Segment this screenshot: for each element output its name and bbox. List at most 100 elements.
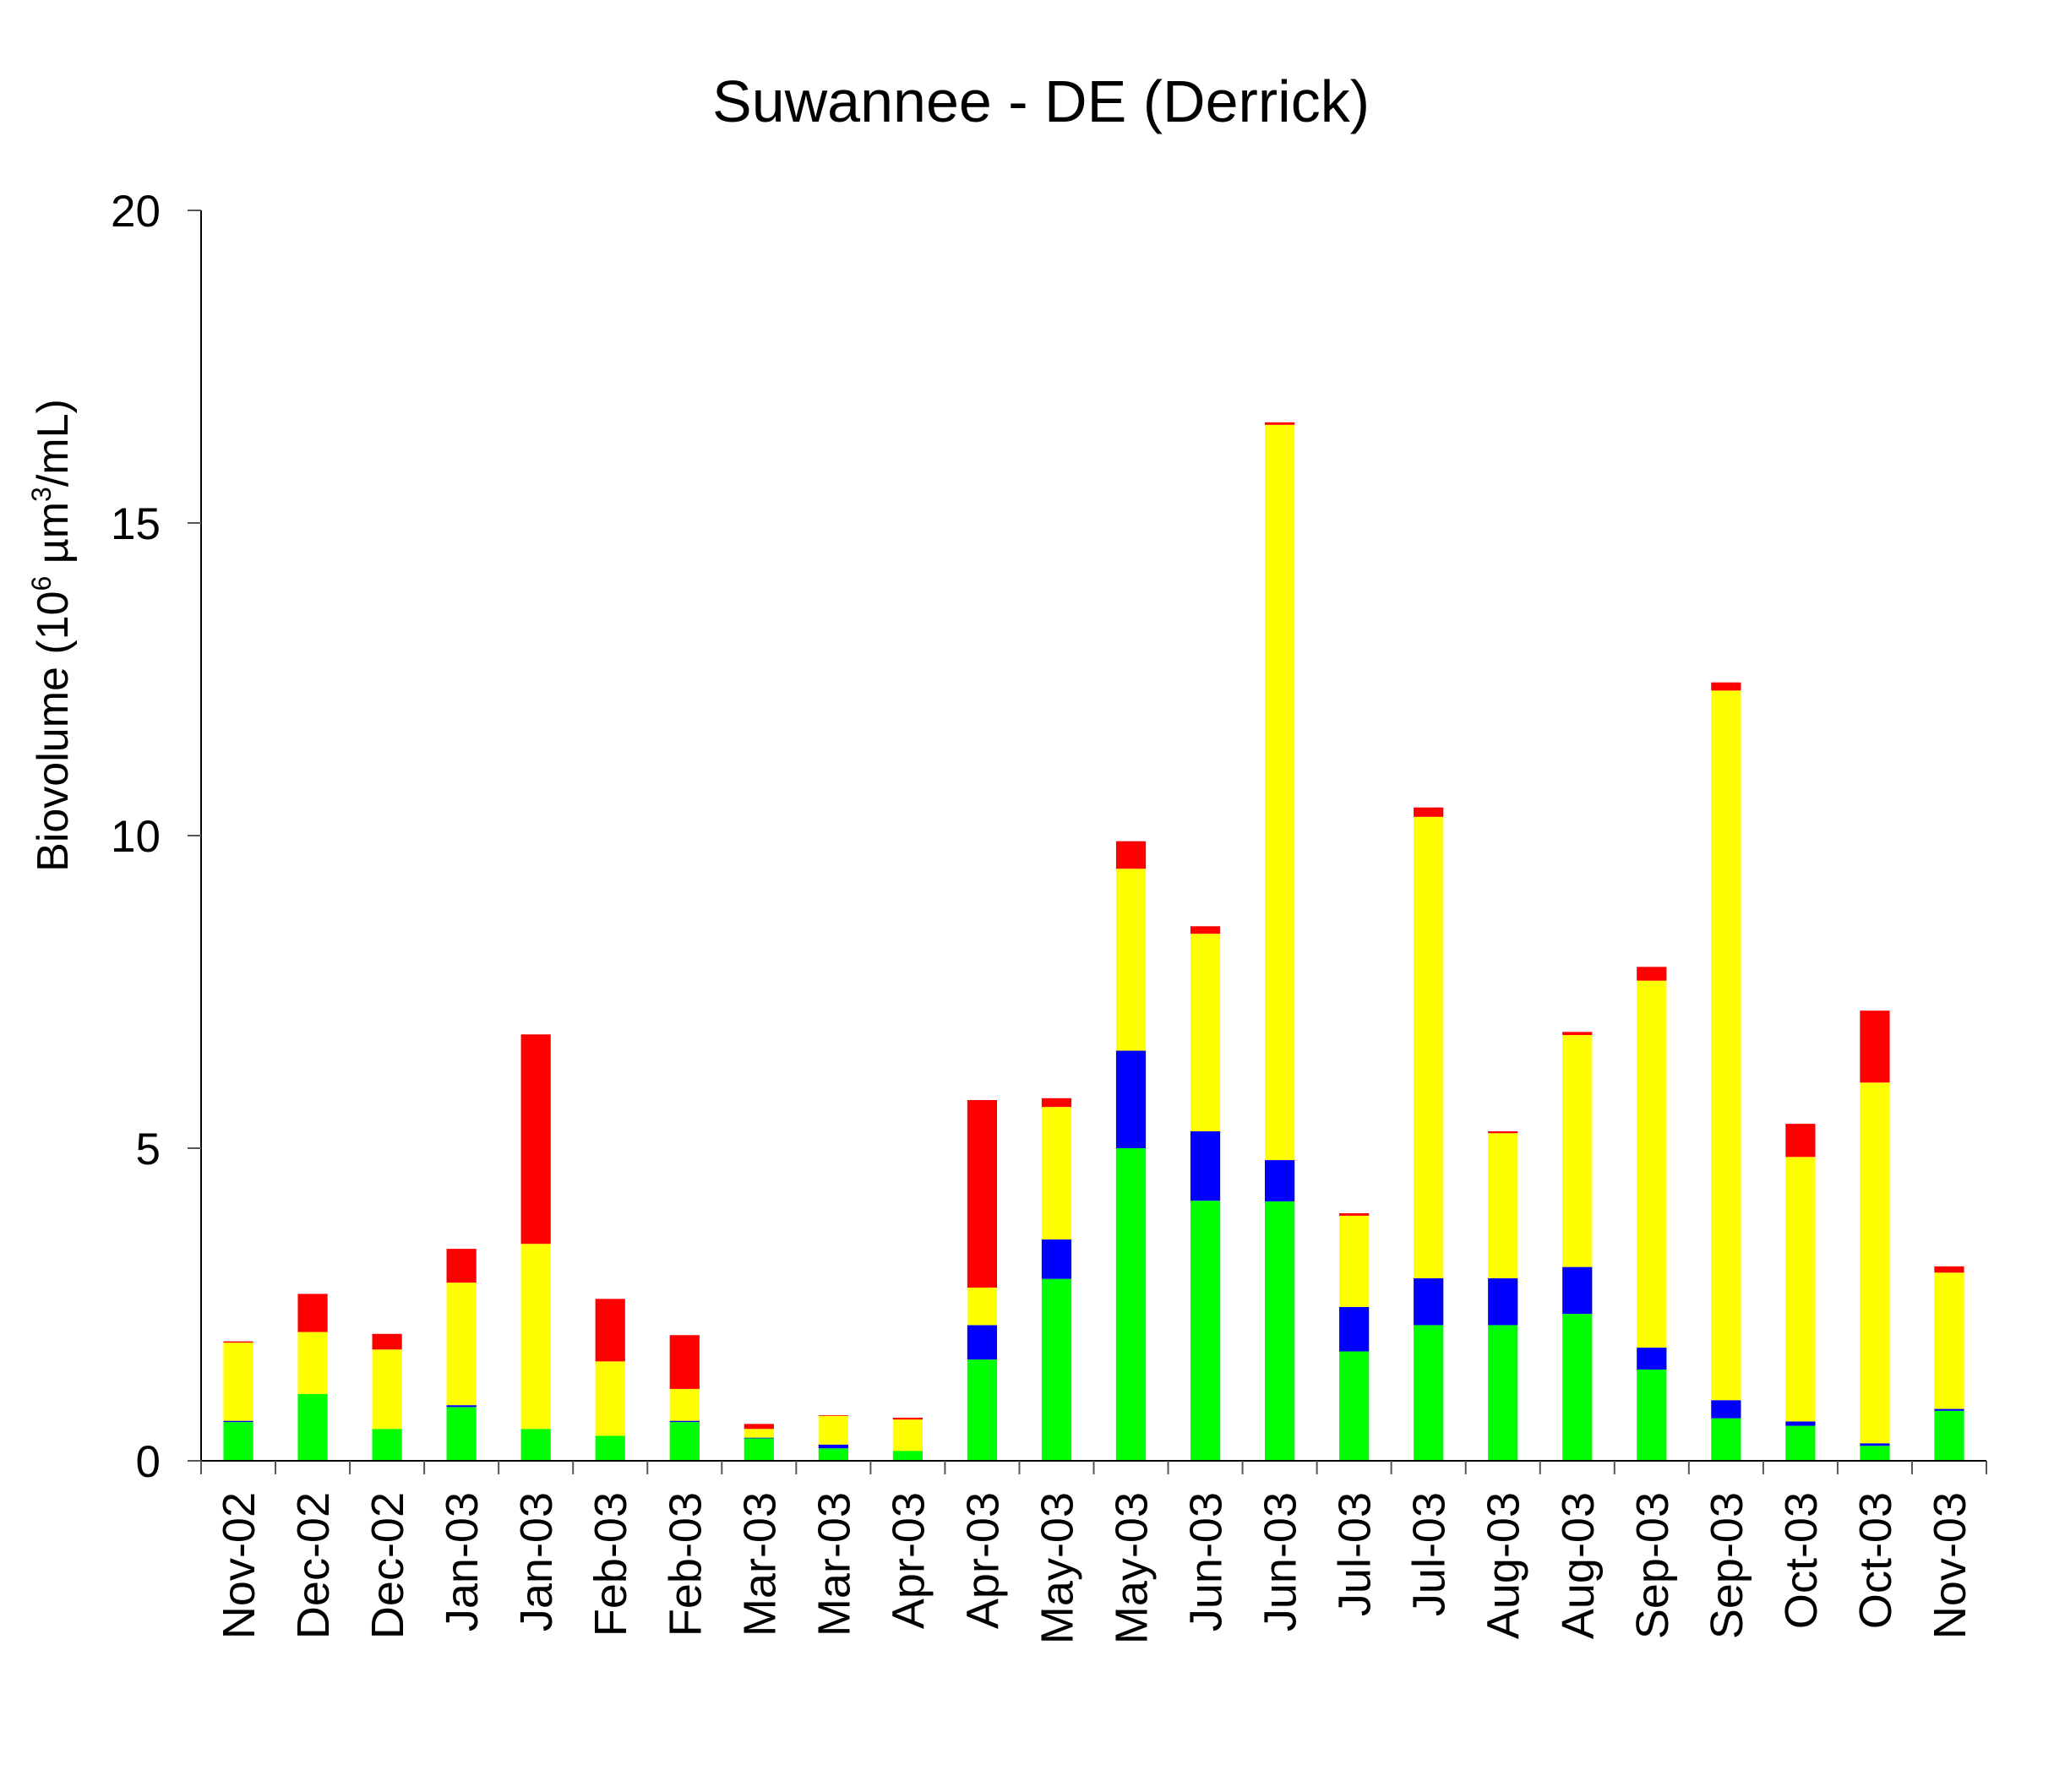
bar-segment-4-series-1: [446, 1407, 477, 1461]
x-tick-label: May-03: [1107, 1492, 1158, 1644]
x-tick-label: Apr-03: [957, 1492, 1008, 1629]
bar-segment-12-series-1: [1041, 1278, 1072, 1461]
bar-segment-17-series-2: [1414, 1277, 1444, 1326]
bar-segment-18-series-2: [1488, 1277, 1518, 1326]
bar-segment-24-series-1: [1934, 1410, 1964, 1461]
x-tick-label: Sep-03: [1702, 1492, 1752, 1639]
bar-segment-16-series-3: [1339, 1215, 1370, 1307]
x-tick-label: May-03: [1032, 1492, 1082, 1644]
x-tick-label: Apr-03: [883, 1492, 934, 1629]
bar-segment-21-series-2: [1711, 1400, 1741, 1419]
bar-segment-14-series-4: [1190, 926, 1221, 934]
bar-segment-9-series-3: [818, 1415, 848, 1445]
bar-segment-9-series-2: [818, 1444, 848, 1449]
bar-segment-20-series-4: [1637, 967, 1667, 981]
bar-segment-24-series-2: [1934, 1408, 1964, 1411]
bar-segment-19-series-3: [1562, 1035, 1593, 1267]
x-tick-label: Sep-03: [1627, 1492, 1678, 1639]
x-tick-label: Oct-03: [1850, 1492, 1901, 1629]
bar-segment-4-series-4: [446, 1249, 477, 1283]
bar-segment-21-series-3: [1711, 690, 1741, 1401]
bar-segment-2-series-4: [297, 1294, 328, 1332]
y-tick-label: 0: [136, 1437, 161, 1487]
bar-segment-5-series-4: [520, 1034, 551, 1245]
bar-segment-13-series-4: [1115, 841, 1147, 869]
x-tick-label: Aug-03: [1553, 1492, 1604, 1639]
x-tick-label: Mar-03: [734, 1492, 785, 1637]
bar-segment-9-series-4: [818, 1414, 848, 1416]
bar-segment-20-series-1: [1637, 1369, 1667, 1461]
bar-segment-3-series-4: [372, 1333, 402, 1350]
bar-segment-18-series-4: [1488, 1131, 1518, 1134]
chart-title: Suwannee - DE (Derrick): [712, 68, 1370, 134]
bar-segment-11-series-3: [967, 1288, 998, 1326]
bar-segment-19-series-2: [1562, 1266, 1593, 1315]
y-axis-label-part1: Biovolume (10: [29, 591, 78, 871]
bar-segment-23-series-3: [1860, 1082, 1890, 1444]
x-tick-label: Jan-03: [511, 1492, 562, 1631]
bar-segment-9-series-1: [818, 1448, 848, 1461]
x-tick-label: Aug-03: [1479, 1492, 1529, 1639]
bar-segment-15-series-3: [1265, 424, 1295, 1161]
bar-segment-16-series-4: [1339, 1212, 1370, 1216]
x-tick-label: Mar-03: [809, 1492, 859, 1637]
y-axis-label: Biovolume (106 µm3/mL): [26, 399, 78, 872]
bar-segment-16-series-1: [1339, 1351, 1370, 1461]
bar-segment-19-series-4: [1562, 1032, 1593, 1036]
bar-segment-1-series-4: [223, 1341, 253, 1343]
bar-segment-22-series-4: [1785, 1124, 1816, 1157]
bar-segment-12-series-4: [1041, 1098, 1072, 1108]
bar-segment-5-series-3: [520, 1244, 551, 1430]
bar-segment-19-series-1: [1562, 1314, 1593, 1461]
bar-segment-20-series-3: [1637, 980, 1667, 1348]
bar-segment-24-series-4: [1934, 1266, 1964, 1273]
bar-segment-10-series-1: [892, 1451, 923, 1461]
x-tick-label: Jan-03: [437, 1492, 488, 1631]
bar-segment-13-series-1: [1115, 1148, 1147, 1461]
bar-segment-15-series-2: [1265, 1160, 1295, 1201]
bar-segment-2-series-1: [297, 1393, 328, 1461]
bar-segment-13-series-2: [1115, 1050, 1147, 1148]
bar-segment-6-series-3: [595, 1361, 625, 1436]
x-tick-label: Feb-03: [586, 1492, 636, 1637]
bar-segment-15-series-1: [1265, 1201, 1295, 1461]
x-tick-label: Jul-03: [1330, 1492, 1381, 1616]
bar-segment-8-series-4: [744, 1424, 774, 1430]
x-tick-label: Nov-02: [214, 1492, 264, 1639]
x-tick-label: Dec-02: [288, 1492, 339, 1639]
bar-segment-7-series-2: [669, 1420, 700, 1423]
bar-segment-23-series-2: [1860, 1443, 1890, 1446]
y-axis-label-sup1: 6: [26, 576, 57, 591]
x-tick-label: Feb-03: [660, 1492, 711, 1637]
bar-segment-4-series-3: [446, 1283, 477, 1406]
bar-segment-13-series-3: [1115, 869, 1147, 1051]
y-tick-label: 10: [111, 812, 161, 862]
bar-segment-17-series-1: [1414, 1325, 1444, 1461]
bar-segment-4-series-2: [446, 1405, 477, 1408]
y-tick-label: 20: [111, 187, 161, 237]
bar-segment-22-series-2: [1785, 1421, 1816, 1426]
bar-segment-22-series-3: [1785, 1157, 1816, 1422]
y-tick-label: 15: [111, 499, 161, 549]
bar-segment-11-series-1: [967, 1359, 998, 1461]
x-tick-label: Jun-03: [1256, 1492, 1306, 1631]
bar-segment-8-series-1: [744, 1438, 774, 1461]
bar-segment-3-series-1: [372, 1429, 402, 1461]
bars-group: [223, 422, 1964, 1461]
x-tick-label: Dec-02: [362, 1492, 413, 1639]
bar-segment-8-series-3: [744, 1429, 774, 1438]
bar-segment-2-series-3: [297, 1332, 328, 1394]
bar-segment-10-series-3: [892, 1419, 923, 1452]
bar-segment-22-series-1: [1785, 1425, 1816, 1461]
x-tick-label: Jun-03: [1181, 1492, 1232, 1631]
bar-segment-11-series-4: [967, 1100, 998, 1288]
bar-segment-21-series-1: [1711, 1418, 1741, 1461]
y-axis-label-part2: µm: [29, 502, 78, 576]
x-axis: Nov-02 Dec-02 Dec-02 Jan-03 Jan-03 Feb-03 Feb-…: [200, 1460, 1987, 1644]
bar-segment-17-series-4: [1414, 807, 1444, 817]
bar-segment-12-series-3: [1041, 1107, 1072, 1240]
y-axis-label-part3: /mL): [29, 399, 78, 487]
bar-segment-7-series-3: [669, 1388, 700, 1421]
bar-segment-10-series-4: [892, 1417, 923, 1420]
